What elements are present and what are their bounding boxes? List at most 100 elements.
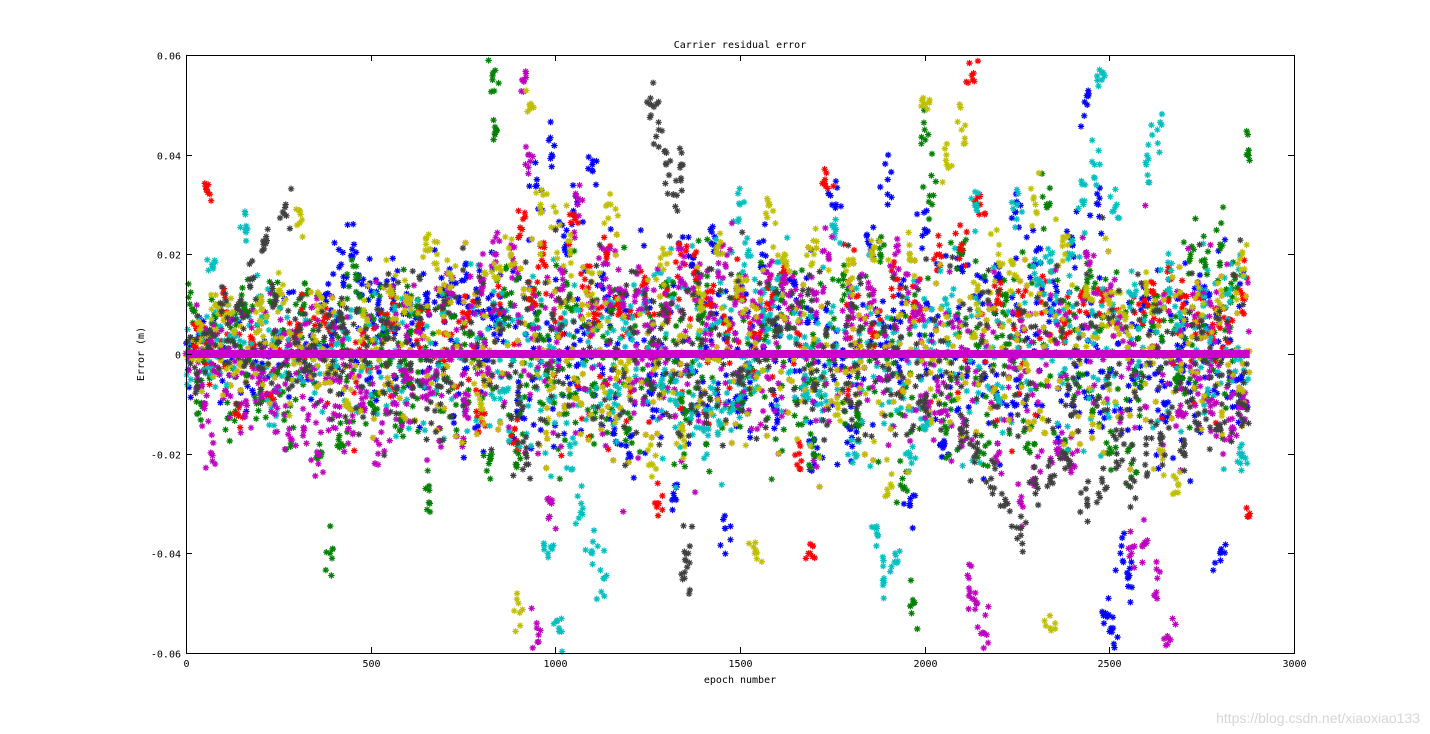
data-point	[847, 425, 854, 432]
data-point	[956, 222, 964, 229]
data-point	[1119, 534, 1126, 541]
data-point	[231, 332, 238, 340]
data-point	[699, 319, 706, 327]
data-point	[308, 304, 315, 311]
data-point	[197, 329, 204, 336]
data-point	[467, 273, 474, 280]
data-point	[292, 370, 300, 377]
data-point	[1076, 253, 1083, 261]
data-point	[1096, 310, 1103, 317]
data-point	[524, 336, 532, 344]
data-point	[911, 298, 918, 306]
data-point	[1167, 311, 1175, 319]
data-point	[323, 291, 330, 298]
data-point	[188, 305, 196, 312]
data-point	[353, 288, 360, 296]
data-point	[716, 317, 723, 325]
data-point	[733, 336, 740, 344]
data-point	[873, 530, 880, 537]
data-point	[461, 341, 468, 348]
data-point	[1037, 245, 1044, 252]
data-point	[1143, 161, 1150, 168]
data-point	[284, 342, 291, 349]
data-point	[877, 258, 884, 265]
data-point	[864, 238, 872, 245]
data-point	[807, 376, 814, 383]
data-point	[993, 261, 1000, 269]
data-point	[660, 382, 667, 389]
data-point	[579, 283, 586, 290]
data-point	[1117, 406, 1124, 413]
data-point	[630, 281, 638, 289]
data-point	[550, 443, 557, 450]
data-point	[545, 336, 553, 344]
data-point	[488, 88, 495, 95]
data-point	[276, 391, 284, 399]
data-point	[561, 244, 568, 251]
data-point	[640, 395, 647, 403]
data-point	[650, 361, 657, 368]
data-point	[190, 321, 197, 328]
data-point	[588, 432, 595, 440]
data-point	[870, 373, 877, 380]
data-point	[624, 409, 631, 417]
data-point	[1086, 212, 1094, 219]
data-point	[465, 376, 472, 383]
data-point	[703, 282, 711, 289]
data-point	[585, 153, 592, 161]
data-point	[1001, 277, 1008, 284]
data-point	[795, 439, 802, 446]
data-point	[831, 376, 838, 383]
data-point	[1003, 297, 1010, 304]
data-point	[880, 575, 888, 582]
data-point	[1127, 599, 1134, 606]
data-point	[1217, 380, 1225, 387]
data-point	[890, 423, 897, 430]
data-point	[975, 363, 982, 370]
data-point	[254, 362, 261, 369]
data-point	[561, 318, 569, 325]
data-point	[492, 67, 499, 74]
data-point	[714, 429, 721, 436]
data-point	[1031, 270, 1038, 277]
data-point	[591, 315, 598, 322]
data-point	[964, 327, 972, 335]
data-point	[659, 506, 666, 513]
data-point	[1124, 426, 1131, 434]
data-point	[491, 131, 499, 138]
data-point	[842, 335, 849, 342]
data-point	[855, 292, 862, 299]
data-point	[1114, 214, 1121, 221]
data-point	[1118, 373, 1125, 380]
data-point	[916, 425, 923, 432]
data-point	[949, 318, 956, 325]
data-point	[1026, 262, 1034, 270]
data-point	[902, 450, 909, 458]
data-point	[1027, 386, 1035, 394]
data-point	[1039, 273, 1046, 280]
data-point	[1236, 303, 1243, 310]
data-point	[625, 330, 632, 338]
data-point	[514, 389, 522, 396]
data-point	[606, 339, 613, 347]
data-point	[269, 372, 276, 379]
data-point	[377, 332, 384, 339]
data-point	[1239, 450, 1246, 457]
data-point	[1236, 444, 1244, 451]
data-point	[810, 437, 818, 444]
data-point	[954, 446, 961, 454]
data-point	[994, 381, 1001, 388]
data-point	[555, 446, 562, 453]
data-point	[605, 315, 612, 322]
data-point	[476, 267, 483, 274]
data-point	[1226, 377, 1233, 384]
data-point	[352, 339, 360, 346]
data-point	[1015, 288, 1022, 295]
data-point	[853, 420, 860, 428]
data-point	[775, 343, 782, 351]
data-point	[945, 341, 952, 348]
data-point	[1185, 245, 1192, 252]
data-point	[215, 324, 223, 331]
data-point	[598, 314, 606, 321]
